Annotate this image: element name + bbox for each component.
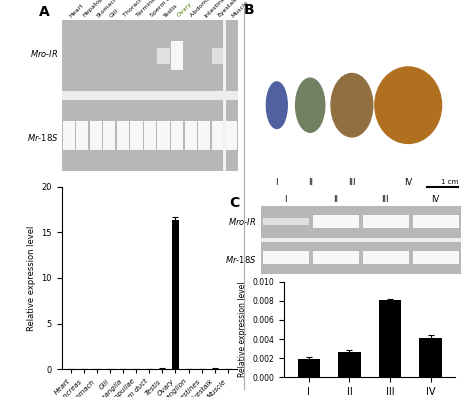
Text: Gill: Gill — [109, 8, 119, 18]
Text: Eyestalk: Eyestalk — [217, 0, 239, 18]
Text: $Mro$-$IR$: $Mro$-$IR$ — [228, 216, 257, 227]
Text: Testis: Testis — [163, 2, 179, 18]
Bar — [172, 220, 180, 369]
Y-axis label: Relative expression level: Relative expression level — [27, 225, 36, 331]
Bar — [379, 300, 401, 377]
Text: I: I — [275, 178, 278, 187]
Bar — [298, 358, 320, 377]
Text: Muscle: Muscle — [230, 0, 249, 18]
Text: B: B — [244, 3, 254, 17]
Text: II: II — [308, 178, 313, 187]
Text: Stomach: Stomach — [95, 0, 118, 18]
Text: Hepatopancreas: Hepatopancreas — [82, 0, 122, 18]
Text: $Mr$-$18S$: $Mr$-$18S$ — [225, 254, 257, 264]
Text: $Mr$-$18S$: $Mr$-$18S$ — [27, 132, 58, 143]
Text: 1 cm: 1 cm — [441, 179, 458, 185]
Text: Heart: Heart — [68, 2, 84, 18]
Ellipse shape — [266, 82, 287, 129]
FancyArrow shape — [266, 214, 460, 227]
Text: IV: IV — [431, 195, 439, 204]
Text: I: I — [284, 195, 287, 204]
Text: C: C — [229, 197, 239, 210]
Text: III: III — [348, 178, 356, 187]
Text: Thoracic ganglia: Thoracic ganglia — [122, 0, 163, 18]
Text: Sperm duct: Sperm duct — [149, 0, 179, 18]
Text: Terminal ampullae: Terminal ampullae — [136, 0, 181, 18]
Text: II: II — [333, 195, 338, 204]
Text: Ovary: Ovary — [176, 1, 193, 18]
Text: A: A — [39, 5, 50, 19]
Text: $Mro$-$IR$: $Mro$-$IR$ — [30, 48, 58, 58]
Ellipse shape — [375, 67, 442, 143]
Text: III: III — [382, 195, 389, 204]
Ellipse shape — [331, 73, 373, 137]
Ellipse shape — [296, 78, 325, 132]
Bar — [419, 337, 442, 377]
Text: Abdominal ganglion: Abdominal ganglion — [190, 0, 238, 18]
Y-axis label: Relative expression level: Relative expression level — [238, 282, 247, 377]
Bar — [338, 352, 361, 377]
Text: Ovary development: Ovary development — [314, 216, 407, 225]
Text: IV: IV — [404, 178, 412, 187]
Text: Intestines: Intestines — [203, 0, 228, 18]
